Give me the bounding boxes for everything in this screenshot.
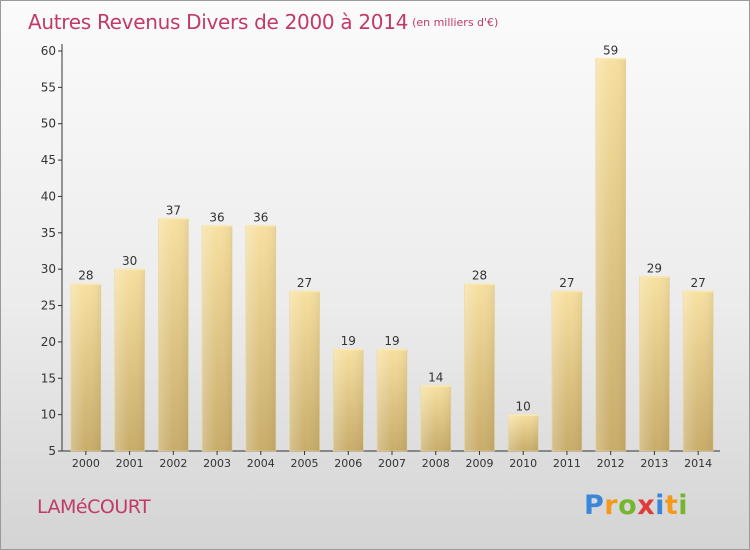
bar-value-label: 59: [603, 43, 618, 57]
place-name: LAMéCOURT: [37, 496, 151, 518]
x-tick-label: 2009: [465, 457, 493, 470]
y-tick-label: 20: [41, 335, 56, 349]
y-tick-label: 60: [41, 44, 56, 58]
bar-value-label: 37: [166, 203, 181, 217]
bar-value-label: 27: [297, 276, 312, 290]
logo-letter: i: [655, 490, 665, 521]
bar-value-label: 19: [384, 334, 399, 348]
bar-value-label: 28: [472, 269, 487, 283]
x-tick-label: 2008: [422, 457, 450, 470]
y-tick-label: 45: [41, 153, 56, 167]
bar-sheen: [202, 225, 233, 451]
bar-sheen: [158, 218, 189, 451]
x-tick-label: 2013: [640, 457, 668, 470]
bar-sheen: [464, 283, 495, 451]
bar-value-label: 29: [647, 261, 662, 275]
y-tick-label: 50: [41, 117, 56, 131]
y-tick-label: 30: [41, 262, 56, 276]
logo-letter: P: [584, 490, 605, 521]
x-tick-label: 2003: [203, 457, 231, 470]
bar-sheen: [420, 385, 451, 451]
x-tick-label: 2012: [597, 457, 625, 470]
bar-value-label: 30: [122, 254, 137, 268]
x-tick-label: 2000: [72, 457, 100, 470]
chart-title-text: Autres Revenus Divers de 2000 à 2014: [28, 10, 409, 34]
x-tick-label: 2001: [116, 457, 144, 470]
bar-sheen: [551, 291, 582, 451]
bar-value-label: 36: [209, 211, 224, 225]
bar-sheen: [595, 58, 626, 451]
logo-letter: o: [618, 490, 638, 521]
logo-letter: x: [637, 490, 656, 521]
x-tick-label: 2014: [684, 457, 712, 470]
x-tick-label: 2006: [334, 457, 362, 470]
chart-title: Autres Revenus Divers de 2000 à 2014 (en …: [28, 10, 498, 34]
bar-sheen: [683, 291, 714, 451]
bar-value-label: 27: [690, 276, 705, 290]
y-tick-label: 15: [41, 371, 56, 385]
proxiti-logo: Proxiti: [584, 490, 688, 521]
y-tick-label: 35: [41, 226, 56, 240]
bar-value-label: 10: [516, 400, 531, 414]
bar-value-label: 27: [559, 276, 574, 290]
bar-value-label: 19: [341, 334, 356, 348]
y-tick-label: 25: [41, 299, 56, 313]
bar-sheen: [639, 276, 670, 451]
y-tick-label: 5: [48, 444, 56, 458]
bar-value-label: 36: [253, 211, 268, 225]
x-tick-label: 2010: [509, 457, 537, 470]
x-tick-label: 2002: [159, 457, 187, 470]
y-tick-label: 55: [41, 80, 56, 94]
bar-value-label: 28: [78, 269, 93, 283]
bar-sheen: [70, 283, 101, 451]
bar-value-label: 14: [428, 371, 443, 385]
x-tick-label: 2005: [291, 457, 319, 470]
logo-letter: r: [604, 490, 619, 521]
x-tick-label: 2004: [247, 457, 275, 470]
x-tick-label: 2011: [553, 457, 581, 470]
logo-letter: t: [664, 490, 679, 521]
bar-sheen: [114, 269, 145, 451]
x-tick-label: 2007: [378, 457, 406, 470]
bar-sheen: [289, 291, 320, 451]
bar-sheen: [508, 414, 539, 451]
y-tick-label: 40: [41, 189, 56, 203]
bar-sheen: [245, 225, 276, 451]
bar-sheen: [333, 349, 364, 451]
logo-letter: i: [678, 490, 689, 521]
y-tick-label: 10: [41, 408, 56, 422]
chart-subtitle: (en milliers d'€): [412, 16, 499, 29]
bar-sheen: [377, 349, 407, 451]
